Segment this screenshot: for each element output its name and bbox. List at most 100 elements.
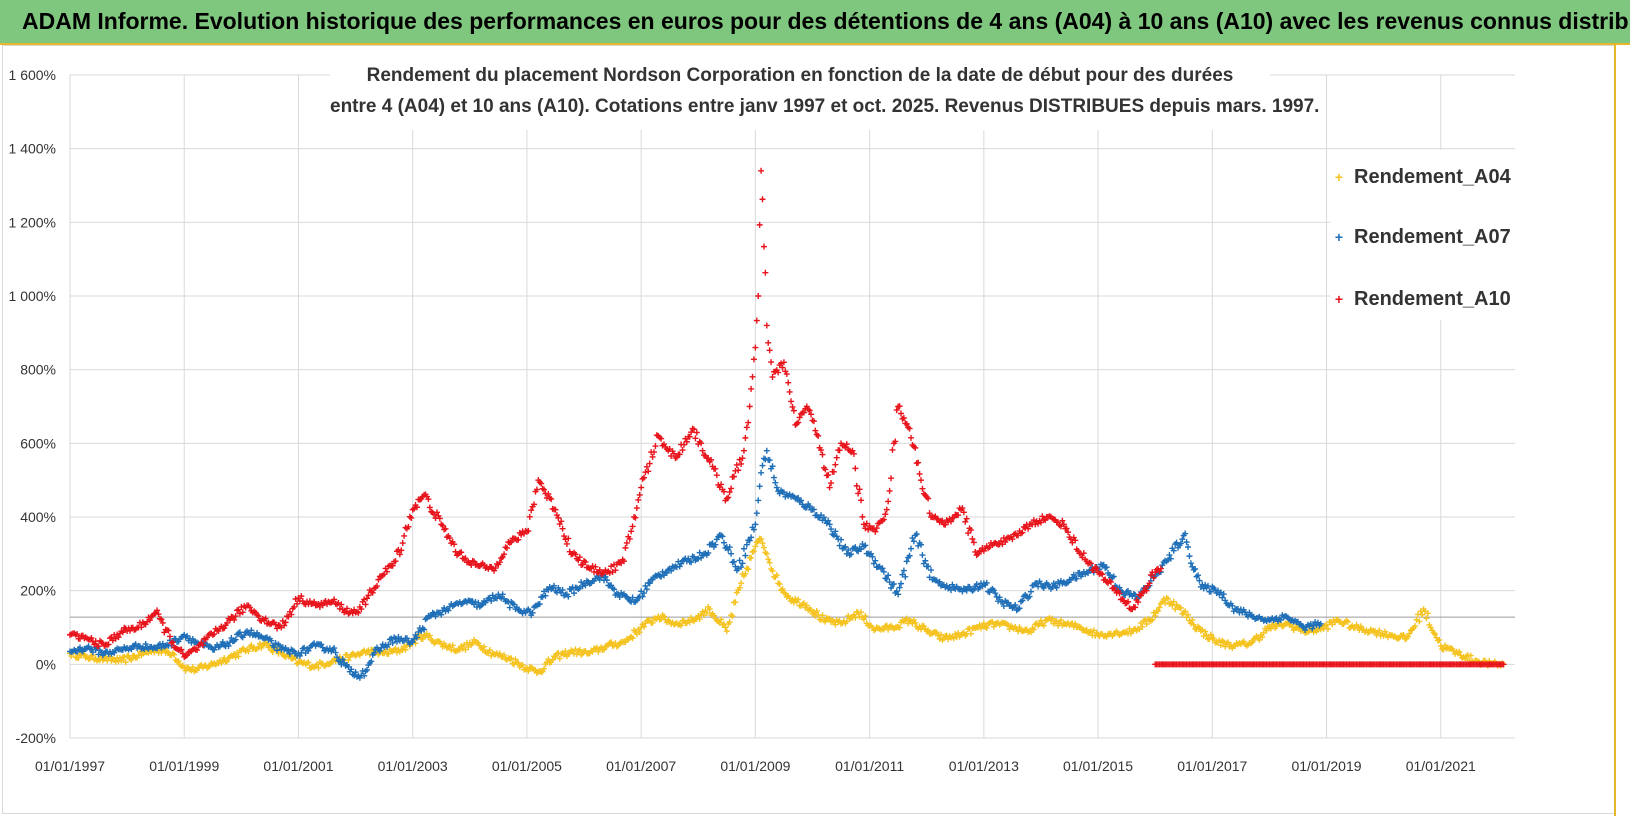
point-rendement-a07: [750, 526, 757, 533]
point-rendement-a04: [128, 656, 135, 663]
point-rendement-a10: [468, 562, 475, 569]
point-rendement-a07: [296, 652, 303, 659]
point-rendement-a07: [642, 582, 649, 589]
banner-title: ADAM Informe. Evolution historique des p…: [22, 8, 1630, 34]
point-rendement-a04: [171, 651, 178, 658]
point-rendement-a04: [989, 618, 996, 625]
point-rendement-a04: [1323, 621, 1330, 628]
point-rendement-a04: [952, 631, 959, 638]
point-rendement-a04: [235, 653, 242, 660]
point-rendement-a10: [436, 515, 443, 522]
point-rendement-a10: [119, 629, 126, 636]
point-rendement-a10: [939, 517, 946, 524]
point-rendement-a10: [900, 414, 907, 421]
point-rendement-a07: [225, 642, 232, 649]
point-rendement-a10: [718, 481, 725, 488]
point-rendement-a10: [1150, 574, 1157, 581]
point-rendement-a07: [896, 584, 903, 591]
point-rendement-a10: [1030, 517, 1037, 524]
point-rendement-a07: [825, 517, 832, 524]
point-rendement-a04: [1155, 607, 1162, 614]
point-rendement-a07: [752, 521, 759, 528]
point-rendement-a07: [976, 584, 983, 591]
point-rendement-a10: [1149, 569, 1156, 576]
point-rendement-a04: [1467, 652, 1474, 659]
point-rendement-a07: [1016, 605, 1023, 612]
point-rendement-a10: [551, 506, 558, 513]
point-rendement-a07: [151, 644, 158, 651]
point-rendement-a10: [690, 426, 697, 433]
y-tick-label: -200%: [16, 730, 56, 746]
point-rendement-a07: [1316, 622, 1323, 629]
point-rendement-a10: [856, 486, 863, 493]
point-rendement-a10: [806, 407, 813, 414]
point-rendement-a07: [1000, 603, 1007, 610]
point-rendement-a10: [832, 461, 839, 468]
point-rendement-a04: [315, 664, 322, 671]
point-rendement-a10: [488, 563, 495, 570]
point-rendement-a07: [695, 555, 702, 562]
point-rendement-a04: [1400, 631, 1407, 638]
point-rendement-a07: [254, 629, 261, 636]
point-rendement-a04: [738, 580, 745, 587]
point-rendement-a04: [718, 616, 725, 623]
point-rendement-a04: [525, 668, 532, 675]
point-rendement-a07: [1125, 587, 1132, 594]
point-rendement-a04: [818, 616, 825, 623]
point-rendement-a10: [997, 537, 1004, 544]
point-rendement-a04: [245, 648, 252, 655]
point-rendement-a10: [893, 407, 900, 414]
point-rendement-a04: [723, 628, 730, 635]
point-rendement-a10: [158, 616, 165, 623]
point-rendement-a10: [947, 518, 954, 525]
point-rendement-a04: [1057, 617, 1064, 624]
point-rendement-a04: [568, 647, 575, 654]
x-tick-label: 01/01/2017: [1177, 758, 1247, 774]
point-rendement-a04: [541, 665, 548, 672]
point-rendement-a07: [852, 544, 859, 551]
point-rendement-a07: [909, 535, 916, 542]
point-rendement-a04: [585, 650, 592, 657]
point-rendement-a04: [439, 643, 446, 650]
point-rendement-a07: [736, 557, 743, 564]
point-rendement-a04: [858, 609, 865, 616]
point-rendement-a04: [703, 609, 710, 616]
point-rendement-a04: [1202, 628, 1209, 635]
point-rendement-a10: [401, 532, 408, 539]
point-rendement-a04: [189, 664, 196, 671]
point-rendement-a07: [830, 532, 837, 539]
point-rendement-a10: [883, 506, 890, 513]
point-rendement-a04: [955, 629, 962, 636]
point-rendement-a04: [990, 623, 997, 630]
point-rendement-a04: [760, 544, 767, 551]
point-rendement-a10: [780, 359, 787, 366]
point-rendement-a10: [762, 269, 769, 276]
point-rendement-a04: [449, 642, 456, 649]
point-rendement-a10: [331, 596, 338, 603]
point-rendement-a04: [385, 650, 392, 657]
point-rendement-a04: [576, 646, 583, 653]
point-rendement-a04: [1282, 620, 1289, 627]
legend-marker-a07: +: [1334, 229, 1344, 245]
point-rendement-a04: [769, 567, 776, 574]
point-rendement-a10: [1110, 584, 1117, 591]
point-rendement-a10: [810, 418, 817, 425]
point-rendement-a07: [772, 479, 779, 486]
point-rendement-a07: [770, 474, 777, 481]
point-rendement-a07: [872, 557, 879, 564]
x-tick-label: 01/01/1997: [35, 758, 105, 774]
point-rendement-a10: [545, 491, 552, 497]
point-rendement-a04: [896, 624, 903, 631]
point-rendement-a10: [633, 505, 640, 512]
point-rendement-a10: [558, 518, 565, 525]
point-rendement-a10: [1143, 587, 1150, 594]
point-rendement-a07: [922, 557, 929, 564]
point-rendement-a04: [1143, 621, 1150, 628]
point-rendement-a10: [760, 243, 767, 250]
point-rendement-a04: [705, 603, 712, 610]
point-rendement-a04: [188, 667, 195, 674]
point-rendement-a10: [563, 540, 570, 547]
point-rendement-a07: [1222, 597, 1229, 604]
point-rendement-a07: [189, 635, 196, 642]
